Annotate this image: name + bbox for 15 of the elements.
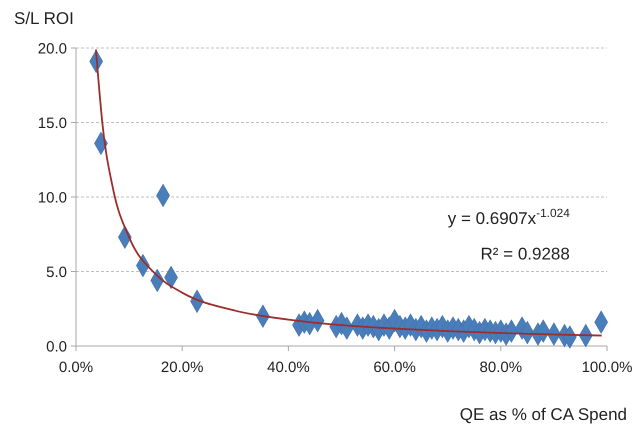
y-tick-label: 10.0 bbox=[38, 189, 67, 206]
x-tick-label: 20.0% bbox=[160, 359, 204, 376]
annotation: R² = 0.9288 bbox=[480, 244, 570, 264]
x-tick-label: 60.0% bbox=[373, 359, 416, 376]
y-tick-label: 0.0 bbox=[46, 338, 67, 356]
x-tick-label: 40.0% bbox=[267, 359, 310, 376]
y-tick-label: 20.0 bbox=[38, 40, 67, 58]
annotation: y = 0.6907x$^{-1.024}$ bbox=[448, 206, 570, 228]
x-tick-label: 80.0% bbox=[480, 359, 522, 376]
x-axis-title: QE as % of CA Spend bbox=[460, 405, 627, 424]
y-axis-title: S/L ROI bbox=[14, 9, 74, 28]
x-tick-label: 0.0% bbox=[58, 359, 94, 376]
y-tick-label: 15.0 bbox=[38, 114, 67, 132]
x-tick-label: 100.0% bbox=[582, 359, 632, 376]
y-tick-label: 5.0 bbox=[46, 264, 67, 281]
